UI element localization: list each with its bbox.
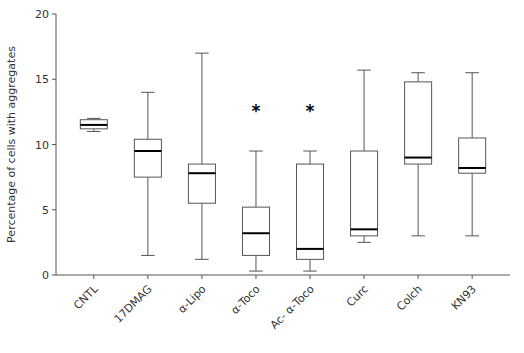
x-tick <box>310 275 311 279</box>
y-axis-label: Percentage of cells with aggregates <box>5 46 18 243</box>
y-tick-label: 10 <box>35 139 49 152</box>
lower-cap <box>141 255 155 256</box>
lower-cap <box>195 259 209 260</box>
y-tick <box>52 209 56 210</box>
upper-cap <box>357 70 371 71</box>
y-tick-label: 0 <box>42 269 49 282</box>
x-tick-label: 17DMAG <box>112 283 155 326</box>
upper-whisker <box>472 73 473 138</box>
lower-whisker <box>201 203 202 259</box>
box <box>242 207 269 255</box>
lower-whisker <box>364 236 365 243</box>
box <box>351 151 378 236</box>
upper-whisker <box>201 53 202 164</box>
lower-whisker <box>147 177 148 255</box>
x-tick-label: α-Toco <box>228 282 263 317</box>
lower-whisker <box>310 259 311 271</box>
box-plot <box>80 118 107 131</box>
upper-cap <box>465 72 479 73</box>
box-plot <box>297 151 324 271</box>
y-tick-label: 5 <box>42 204 49 217</box>
median <box>242 232 269 234</box>
median <box>405 157 432 159</box>
x-tick-label: Ac- α-Toco <box>268 282 317 331</box>
upper-whisker <box>147 92 148 139</box>
box-plot <box>405 73 432 236</box>
box <box>297 164 324 259</box>
lower-whisker <box>472 173 473 236</box>
box <box>188 164 215 203</box>
x-tick <box>364 275 365 279</box>
median <box>351 228 378 230</box>
box <box>134 139 161 177</box>
y-tick <box>52 275 56 276</box>
median <box>188 172 215 174</box>
upper-cap <box>141 92 155 93</box>
y-tick <box>52 14 56 15</box>
x-tick <box>93 275 94 279</box>
boxes <box>80 53 485 271</box>
annotations: ** <box>252 101 315 121</box>
median <box>297 248 324 250</box>
lower-whisker <box>418 164 419 236</box>
box <box>405 82 432 164</box>
y-tick-label: 20 <box>35 8 49 21</box>
upper-whisker <box>310 151 311 164</box>
lower-whisker <box>255 255 256 271</box>
lower-cap <box>87 131 101 132</box>
chart: 0 5 10 15 20 Percentage of cells with aggrega… <box>0 0 524 353</box>
upper-cap <box>87 118 101 119</box>
upper-cap <box>303 151 317 152</box>
x-tick <box>472 275 473 279</box>
box-plot <box>459 73 486 236</box>
significance-star: * <box>252 101 261 121</box>
upper-cap <box>195 53 209 54</box>
box-plot <box>134 92 161 255</box>
x-tick-label: α-Lipo <box>175 282 209 316</box>
box-plot <box>351 70 378 242</box>
y-tick <box>52 79 56 80</box>
x-tick <box>201 275 202 279</box>
box-plot <box>242 151 269 271</box>
median <box>134 150 161 152</box>
lower-cap <box>303 271 317 272</box>
upper-whisker <box>364 70 365 151</box>
x-tick <box>418 275 419 279</box>
upper-whisker <box>418 73 419 82</box>
x-tick-label: Curc <box>344 283 371 310</box>
median <box>459 167 486 169</box>
x-tick-label: Colch <box>394 283 425 314</box>
significance-star: * <box>306 101 315 121</box>
lower-cap <box>411 235 425 236</box>
x-tick <box>255 275 256 279</box>
median <box>80 124 107 126</box>
upper-cap <box>411 72 425 73</box>
box <box>459 138 486 173</box>
y-tick <box>52 144 56 145</box>
y-axis: 0 5 10 15 20 <box>35 8 56 282</box>
x-axis: CNTL 17DMAG α-Lipo α-TocoAc- α-Toco Curc Colc… <box>56 275 510 332</box>
x-axis-line <box>56 275 510 276</box>
lower-cap <box>465 235 479 236</box>
upper-whisker <box>255 151 256 207</box>
box-plot <box>188 53 215 259</box>
x-tick-label: CNTL <box>71 282 101 312</box>
lower-cap <box>357 242 371 243</box>
x-tick <box>147 275 148 279</box>
box <box>80 120 107 129</box>
upper-cap <box>249 151 263 152</box>
y-tick-label: 15 <box>35 73 49 86</box>
lower-cap <box>249 271 263 272</box>
x-tick-label: KN93 <box>449 283 479 313</box>
